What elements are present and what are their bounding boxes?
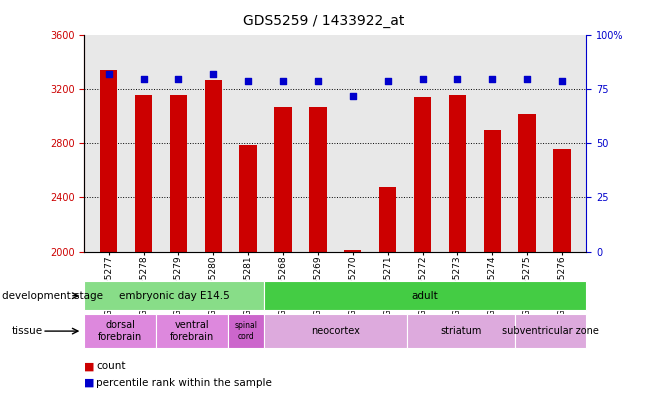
Text: adult: adult xyxy=(411,291,439,301)
Text: spinal
cord: spinal cord xyxy=(234,321,257,341)
Point xyxy=(347,93,358,99)
Text: neocortex: neocortex xyxy=(311,326,360,336)
Point xyxy=(313,77,323,84)
Point xyxy=(382,77,393,84)
Text: GDS5259 / 1433922_at: GDS5259 / 1433922_at xyxy=(243,14,405,28)
Point xyxy=(417,75,428,82)
Bar xyxy=(239,145,257,252)
Text: striatum: striatum xyxy=(440,326,481,336)
Point xyxy=(557,77,567,84)
Point xyxy=(138,75,148,82)
Text: count: count xyxy=(96,361,126,371)
Text: tissue: tissue xyxy=(12,326,43,336)
Point xyxy=(278,77,288,84)
Bar xyxy=(344,250,362,252)
Text: subventricular zone: subventricular zone xyxy=(502,326,599,336)
Bar xyxy=(414,97,432,252)
Text: ■: ■ xyxy=(84,378,95,388)
Point xyxy=(487,75,498,82)
Point xyxy=(173,75,183,82)
Bar xyxy=(100,70,117,252)
Bar xyxy=(483,130,501,252)
Text: ventral
forebrain: ventral forebrain xyxy=(170,320,214,342)
Text: dorsal
forebrain: dorsal forebrain xyxy=(98,320,143,342)
Bar xyxy=(309,107,327,252)
Point xyxy=(452,75,463,82)
Bar xyxy=(518,114,536,252)
Text: percentile rank within the sample: percentile rank within the sample xyxy=(96,378,272,388)
Bar xyxy=(274,107,292,252)
Bar xyxy=(205,80,222,252)
Bar xyxy=(135,95,152,252)
Point xyxy=(208,71,218,77)
Bar xyxy=(379,187,397,252)
Text: embryonic day E14.5: embryonic day E14.5 xyxy=(119,291,229,301)
Bar xyxy=(170,95,187,252)
Point xyxy=(104,71,114,77)
Bar xyxy=(448,95,466,252)
Text: ■: ■ xyxy=(84,361,95,371)
Point xyxy=(243,77,253,84)
Text: development stage: development stage xyxy=(2,291,103,301)
Point xyxy=(522,75,533,82)
Bar xyxy=(553,149,571,252)
